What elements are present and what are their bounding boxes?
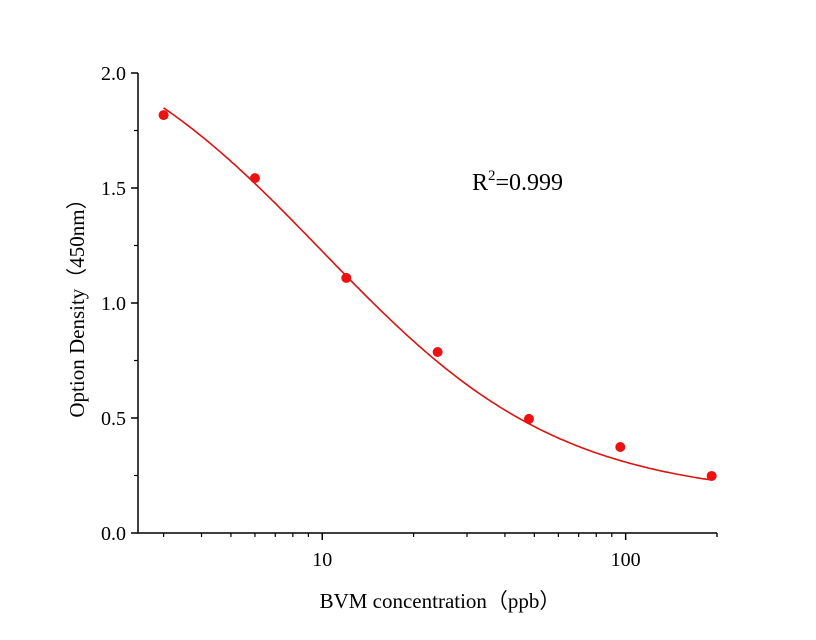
y-tick-label: 2.0 (101, 63, 126, 85)
data-point (249, 173, 260, 184)
y-tick-label: 1.0 (101, 293, 126, 315)
y-axis-label: Option Density（450nm） (65, 188, 89, 417)
data-points-layer (158, 110, 717, 481)
data-point (432, 346, 443, 357)
x-axis-label: BVM concentration（ppb） (320, 589, 561, 613)
fit-curve (163, 107, 712, 481)
x-tick-label: 100 (611, 549, 641, 571)
axes: 0.0 0.5 1.0 1.5 2.0 10 100 (101, 63, 718, 571)
data-point (615, 441, 626, 452)
data-point (706, 470, 717, 481)
y-tick-label: 0.0 (101, 523, 126, 545)
y-tick-label: 0.5 (101, 408, 126, 430)
y-tick-label: 1.5 (101, 178, 126, 200)
r-squared-annotation: R2=0.999 (472, 168, 563, 196)
x-tick-label: 10 (312, 549, 332, 571)
fit-curve-layer (163, 107, 712, 481)
data-point (158, 110, 169, 121)
data-point (523, 413, 534, 424)
data-point (341, 272, 352, 283)
